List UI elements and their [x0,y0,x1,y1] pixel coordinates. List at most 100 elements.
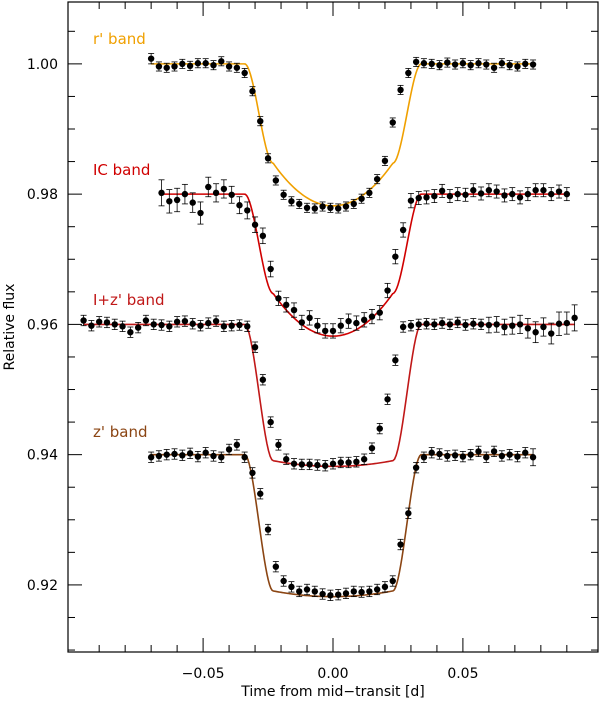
y-tick-label: 0.96 [27,317,58,333]
data-point [454,319,461,326]
data-point [516,321,524,328]
data-point [392,357,399,364]
data-point [477,190,485,197]
y-tick-label: 1.00 [27,57,58,73]
data-point [436,61,443,69]
band-label: r' band [93,30,146,48]
data-point [485,321,493,329]
data-point [423,194,430,201]
data-point [350,588,357,595]
data-point [459,60,467,67]
data-point [376,425,383,432]
data-point [405,69,412,77]
data-point [290,460,298,467]
data-point [345,459,352,466]
data-point [438,187,446,195]
data-point [251,221,259,228]
data-point [241,454,248,461]
data-point [194,453,202,460]
data-point [236,321,243,329]
data-point [428,60,435,68]
data-point [376,309,383,316]
data-point [155,63,163,70]
data-point [155,452,163,460]
data-point [493,321,500,328]
data-point [524,325,532,332]
data-point [147,454,155,461]
y-tick-label: 0.98 [27,187,58,203]
data-point [298,319,306,326]
data-point [470,187,477,194]
data-point [563,319,571,327]
data-point [529,61,537,68]
data-point [467,451,474,458]
data-point [142,317,150,324]
data-point [95,318,103,325]
data-point [329,327,337,335]
data-point [509,190,516,198]
data-point [514,63,521,70]
data-point [431,192,438,200]
x-tick-label: −0.05 [182,666,225,682]
data-point [490,448,498,455]
data-point [368,313,376,320]
data-point [470,320,477,327]
data-point [283,456,290,463]
data-point [345,317,352,325]
data-point [522,60,529,68]
data-point [218,58,225,65]
data-point [147,55,155,62]
data-point [475,60,482,67]
data-point [225,63,233,70]
data-point [446,321,454,328]
data-point [334,205,342,212]
data-point [415,321,422,328]
data-point [233,64,241,71]
data-point [381,157,389,165]
data-point [506,451,513,458]
data-point [522,449,529,456]
data-point [459,453,467,460]
data-point [259,232,267,240]
data-point [283,301,290,309]
data-point [127,329,134,336]
data-point [197,322,204,329]
band-labels: r' band IC band I+z' band z' band [93,30,165,441]
data-point [251,343,259,351]
data-point [275,295,282,302]
data-point [249,469,256,477]
data-point [244,323,251,330]
data-point [259,376,267,383]
data-point [327,204,334,212]
data-point [431,321,438,328]
data-point [257,490,264,497]
data-point [389,119,396,126]
data-point [150,321,157,328]
data-point [202,449,209,456]
data-point [275,441,282,449]
data-point [244,207,251,214]
data-point [436,450,443,458]
data-point [350,200,357,208]
data-point [319,203,326,210]
data-point [524,190,532,198]
data-point [397,541,404,548]
data-point [210,452,217,460]
data-point [412,464,420,471]
data-point [264,155,272,162]
axis-ticks: −0.05 0.00 0.05 1.00 0.98 0.96 0.94 0.92 [27,2,598,682]
data-point [407,197,415,204]
data-point [334,591,342,598]
data-point [373,586,381,593]
data-point [228,191,235,198]
data-point [342,590,350,597]
data-point [548,190,555,198]
data-point [158,189,165,197]
data-point [384,396,391,403]
data-point [405,510,412,517]
data-points [80,53,578,601]
data-point [399,323,407,331]
x-tick-label: 0.00 [317,666,348,682]
data-point [392,253,399,260]
